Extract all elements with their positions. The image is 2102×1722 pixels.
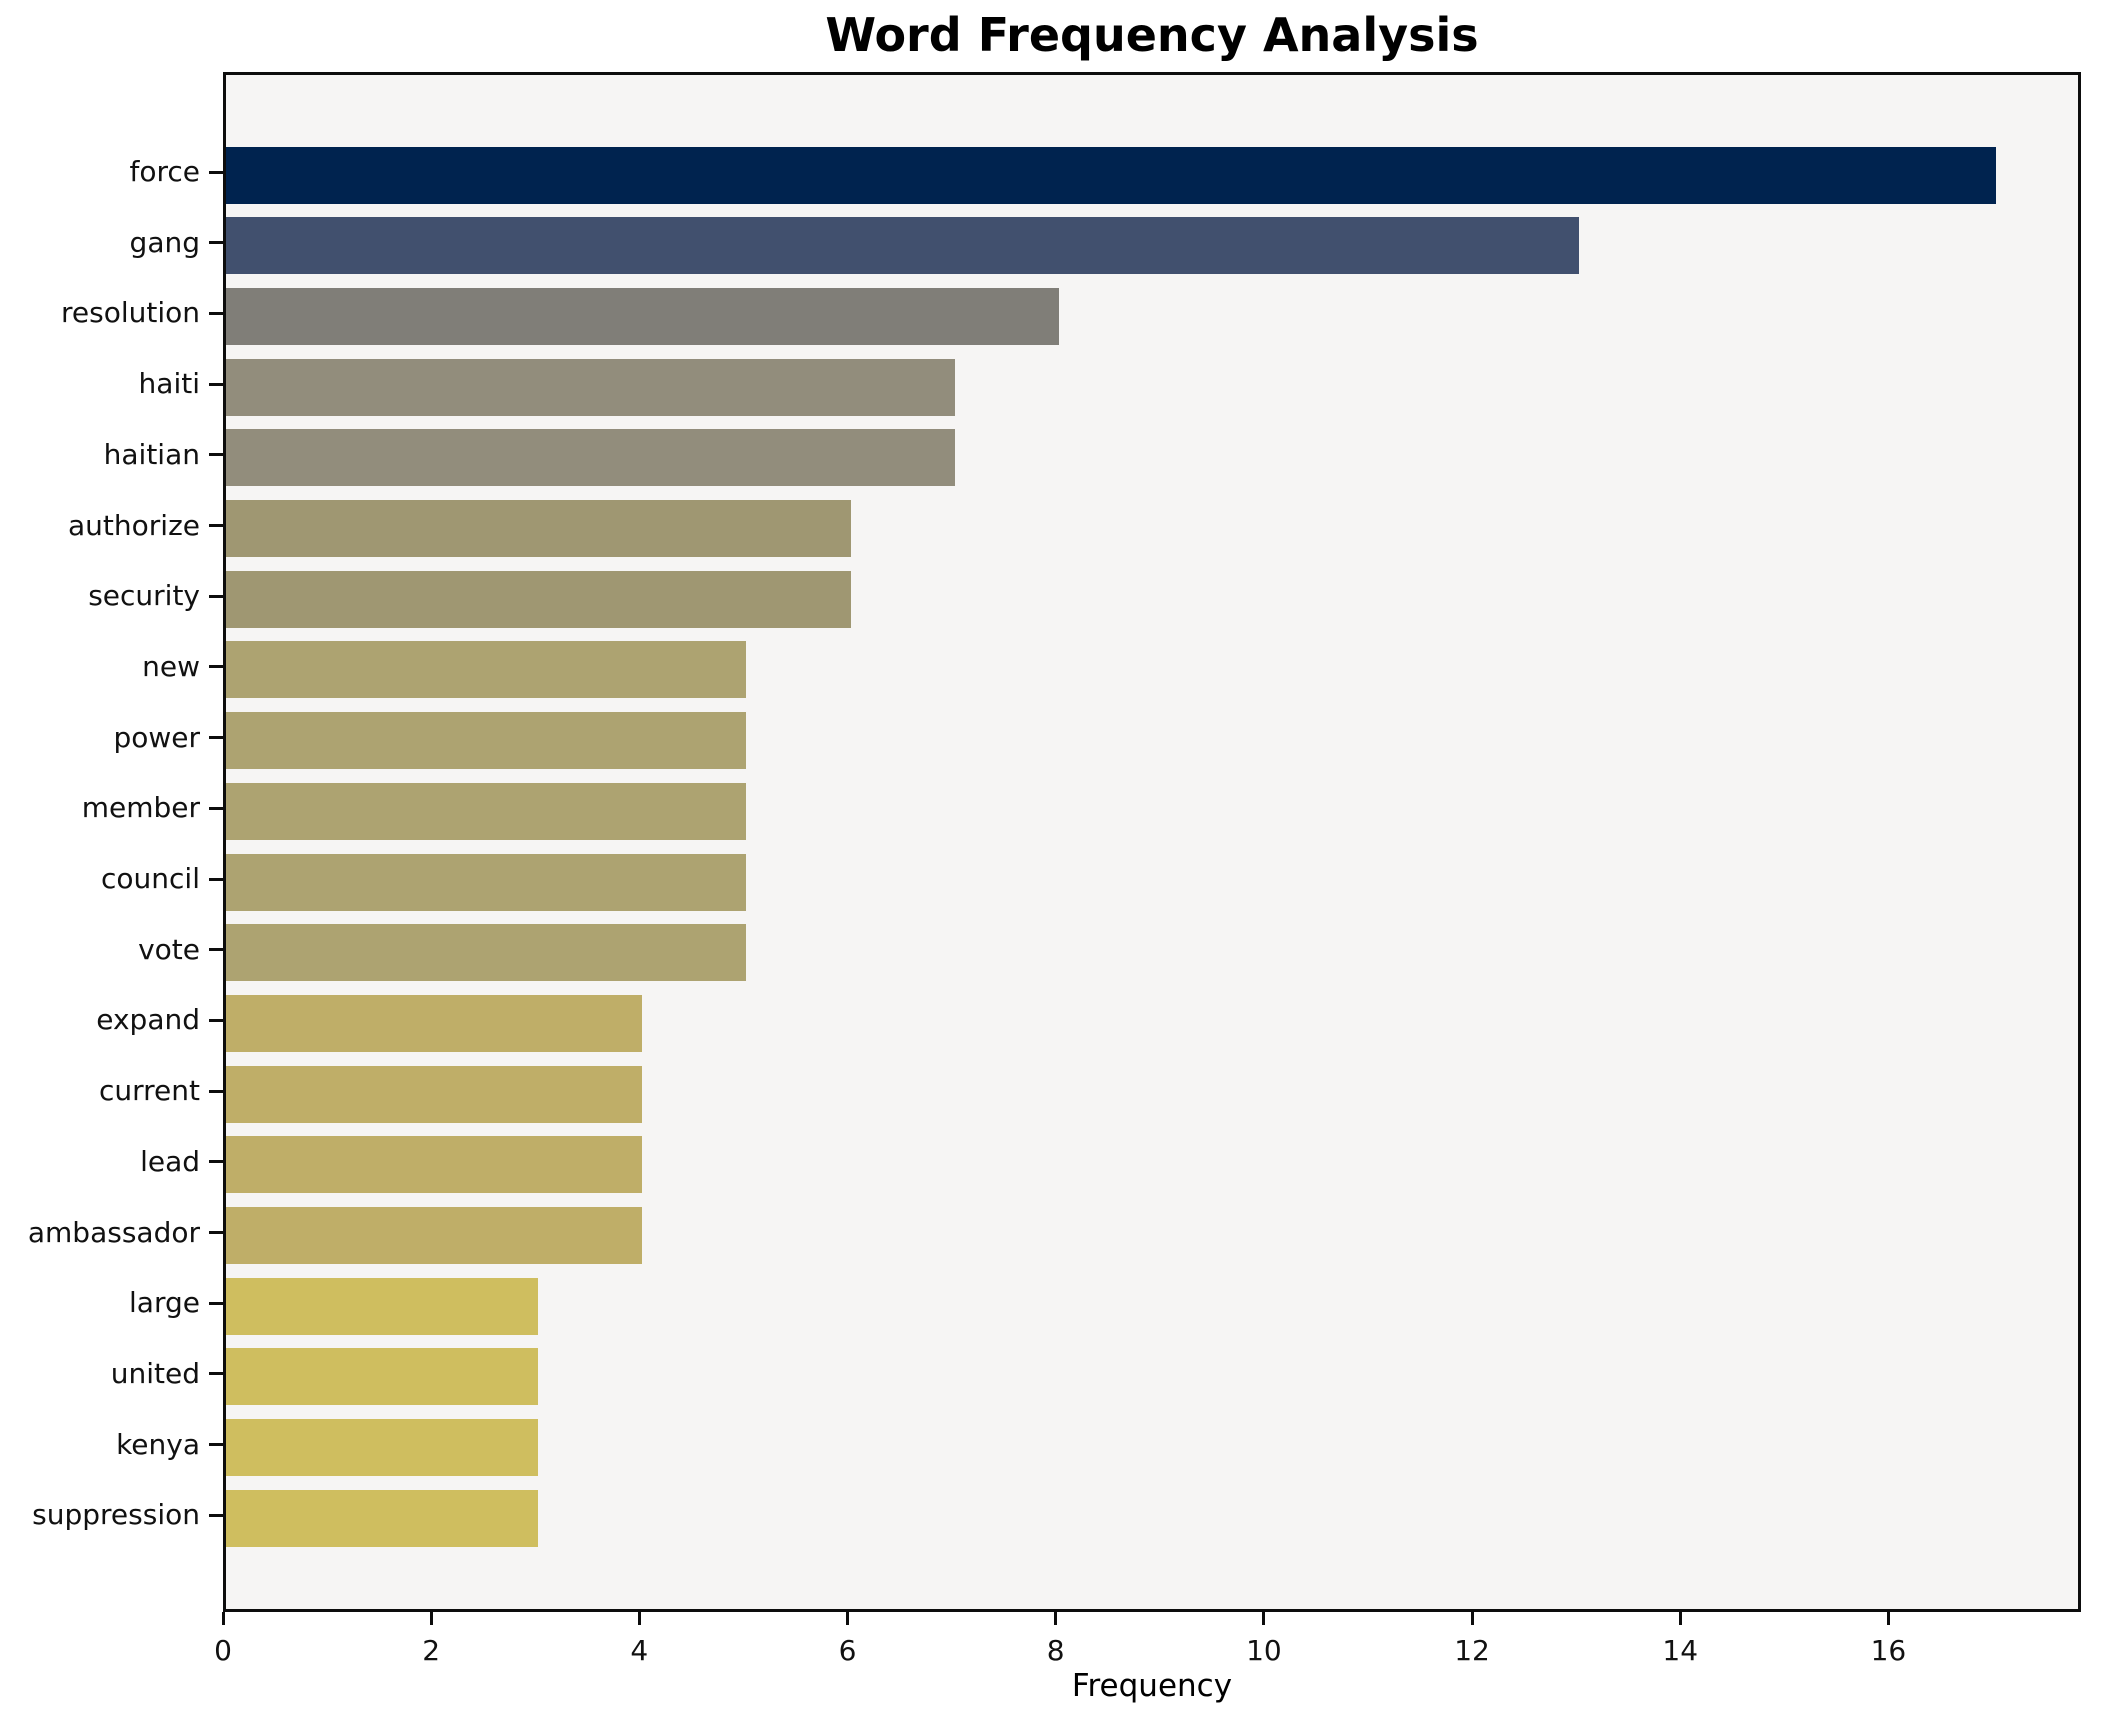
y-tick-label-haitian: haitian xyxy=(103,437,200,471)
bar-haitian xyxy=(226,429,955,487)
x-tick-label-2: 2 xyxy=(422,1634,441,1667)
bar-large xyxy=(226,1277,539,1335)
y-tick-label-council: council xyxy=(101,862,200,895)
x-tick-mark xyxy=(1678,1612,1682,1625)
x-tick-mark xyxy=(221,1612,225,1625)
y-tick-label-suppression: suppression xyxy=(32,1498,200,1532)
y-tick-mark xyxy=(209,1301,223,1305)
x-tick-mark xyxy=(1470,1612,1474,1625)
bar-force xyxy=(226,146,1996,204)
bar-lead xyxy=(226,1136,643,1194)
y-tick-mark xyxy=(209,736,223,740)
y-tick-label-kenya: kenya xyxy=(116,1427,200,1461)
x-tick-label-8: 8 xyxy=(1046,1634,1065,1667)
y-tick-label-lead: lead xyxy=(140,1144,200,1178)
bar-vote xyxy=(226,924,747,982)
bar-current xyxy=(226,1065,643,1123)
bar-gang xyxy=(226,217,1580,275)
y-tick-label-united: united xyxy=(110,1356,200,1390)
y-tick-mark xyxy=(209,1231,223,1234)
bar-council xyxy=(226,853,747,911)
bar-security xyxy=(226,570,851,628)
y-tick-mark xyxy=(209,1513,223,1517)
y-tick-mark xyxy=(209,806,223,810)
x-axis-label: Frequency xyxy=(1071,1668,1233,1704)
y-tick-label-power: power xyxy=(113,720,200,754)
plot-area xyxy=(223,72,2081,1612)
y-tick-mark xyxy=(209,382,223,386)
y-tick-mark xyxy=(209,311,223,315)
bar-expand xyxy=(226,994,643,1052)
x-tick-label-0: 0 xyxy=(214,1634,232,1667)
x-tick-label-16: 16 xyxy=(1870,1634,1907,1667)
y-tick-mark xyxy=(209,1018,223,1022)
bar-suppression xyxy=(226,1489,539,1547)
y-tick-mark xyxy=(209,1443,223,1447)
y-tick-mark xyxy=(209,1160,223,1164)
y-tick-mark xyxy=(209,453,223,457)
y-tick-label-resolution: resolution xyxy=(60,296,200,330)
y-tick-label-expand: expand xyxy=(96,1003,200,1037)
y-tick-label-large: large xyxy=(129,1286,200,1320)
y-tick-label-haiti: haiti xyxy=(138,367,200,401)
y-tick-mark xyxy=(209,241,223,245)
bar-ambassador xyxy=(226,1207,643,1264)
y-tick-label-ambassador: ambassador xyxy=(27,1215,200,1249)
bar-haiti xyxy=(226,358,955,416)
bar-member xyxy=(226,782,747,840)
y-tick-mark xyxy=(209,1372,223,1376)
y-tick-label-authorize: authorize xyxy=(68,508,200,542)
y-tick-label-new: new xyxy=(142,649,200,683)
y-tick-mark xyxy=(209,594,223,598)
y-tick-mark xyxy=(209,948,223,952)
y-tick-mark xyxy=(209,170,223,174)
x-tick-label-10: 10 xyxy=(1246,1634,1282,1667)
x-tick-mark xyxy=(429,1612,433,1625)
x-tick-label-6: 6 xyxy=(838,1634,857,1667)
y-tick-label-member: member xyxy=(81,791,200,825)
x-tick-label-14: 14 xyxy=(1662,1634,1699,1667)
bar-power xyxy=(226,712,747,770)
y-tick-mark xyxy=(209,1089,223,1093)
x-tick-label-4: 4 xyxy=(630,1634,649,1667)
y-tick-label-security: security xyxy=(88,579,200,613)
y-tick-mark xyxy=(209,877,223,881)
y-tick-label-current: current xyxy=(98,1074,200,1108)
x-tick-mark xyxy=(846,1612,850,1625)
bar-authorize xyxy=(226,500,851,557)
chart-title: Word Frequency Analysis xyxy=(825,8,1479,62)
bar-resolution xyxy=(226,287,1059,345)
y-tick-mark xyxy=(209,524,223,527)
x-tick-mark xyxy=(637,1612,641,1625)
bar-new xyxy=(226,641,747,699)
x-tick-mark xyxy=(1886,1612,1890,1625)
bar-kenya xyxy=(226,1419,539,1477)
x-tick-mark xyxy=(1262,1612,1266,1625)
x-tick-label-12: 12 xyxy=(1454,1634,1490,1667)
x-tick-mark xyxy=(1054,1612,1058,1625)
y-tick-mark xyxy=(209,665,223,669)
y-tick-label-gang: gang xyxy=(129,225,200,259)
bar-united xyxy=(226,1348,539,1406)
y-tick-label-vote: vote xyxy=(138,932,200,966)
y-tick-label-force: force xyxy=(129,155,200,188)
